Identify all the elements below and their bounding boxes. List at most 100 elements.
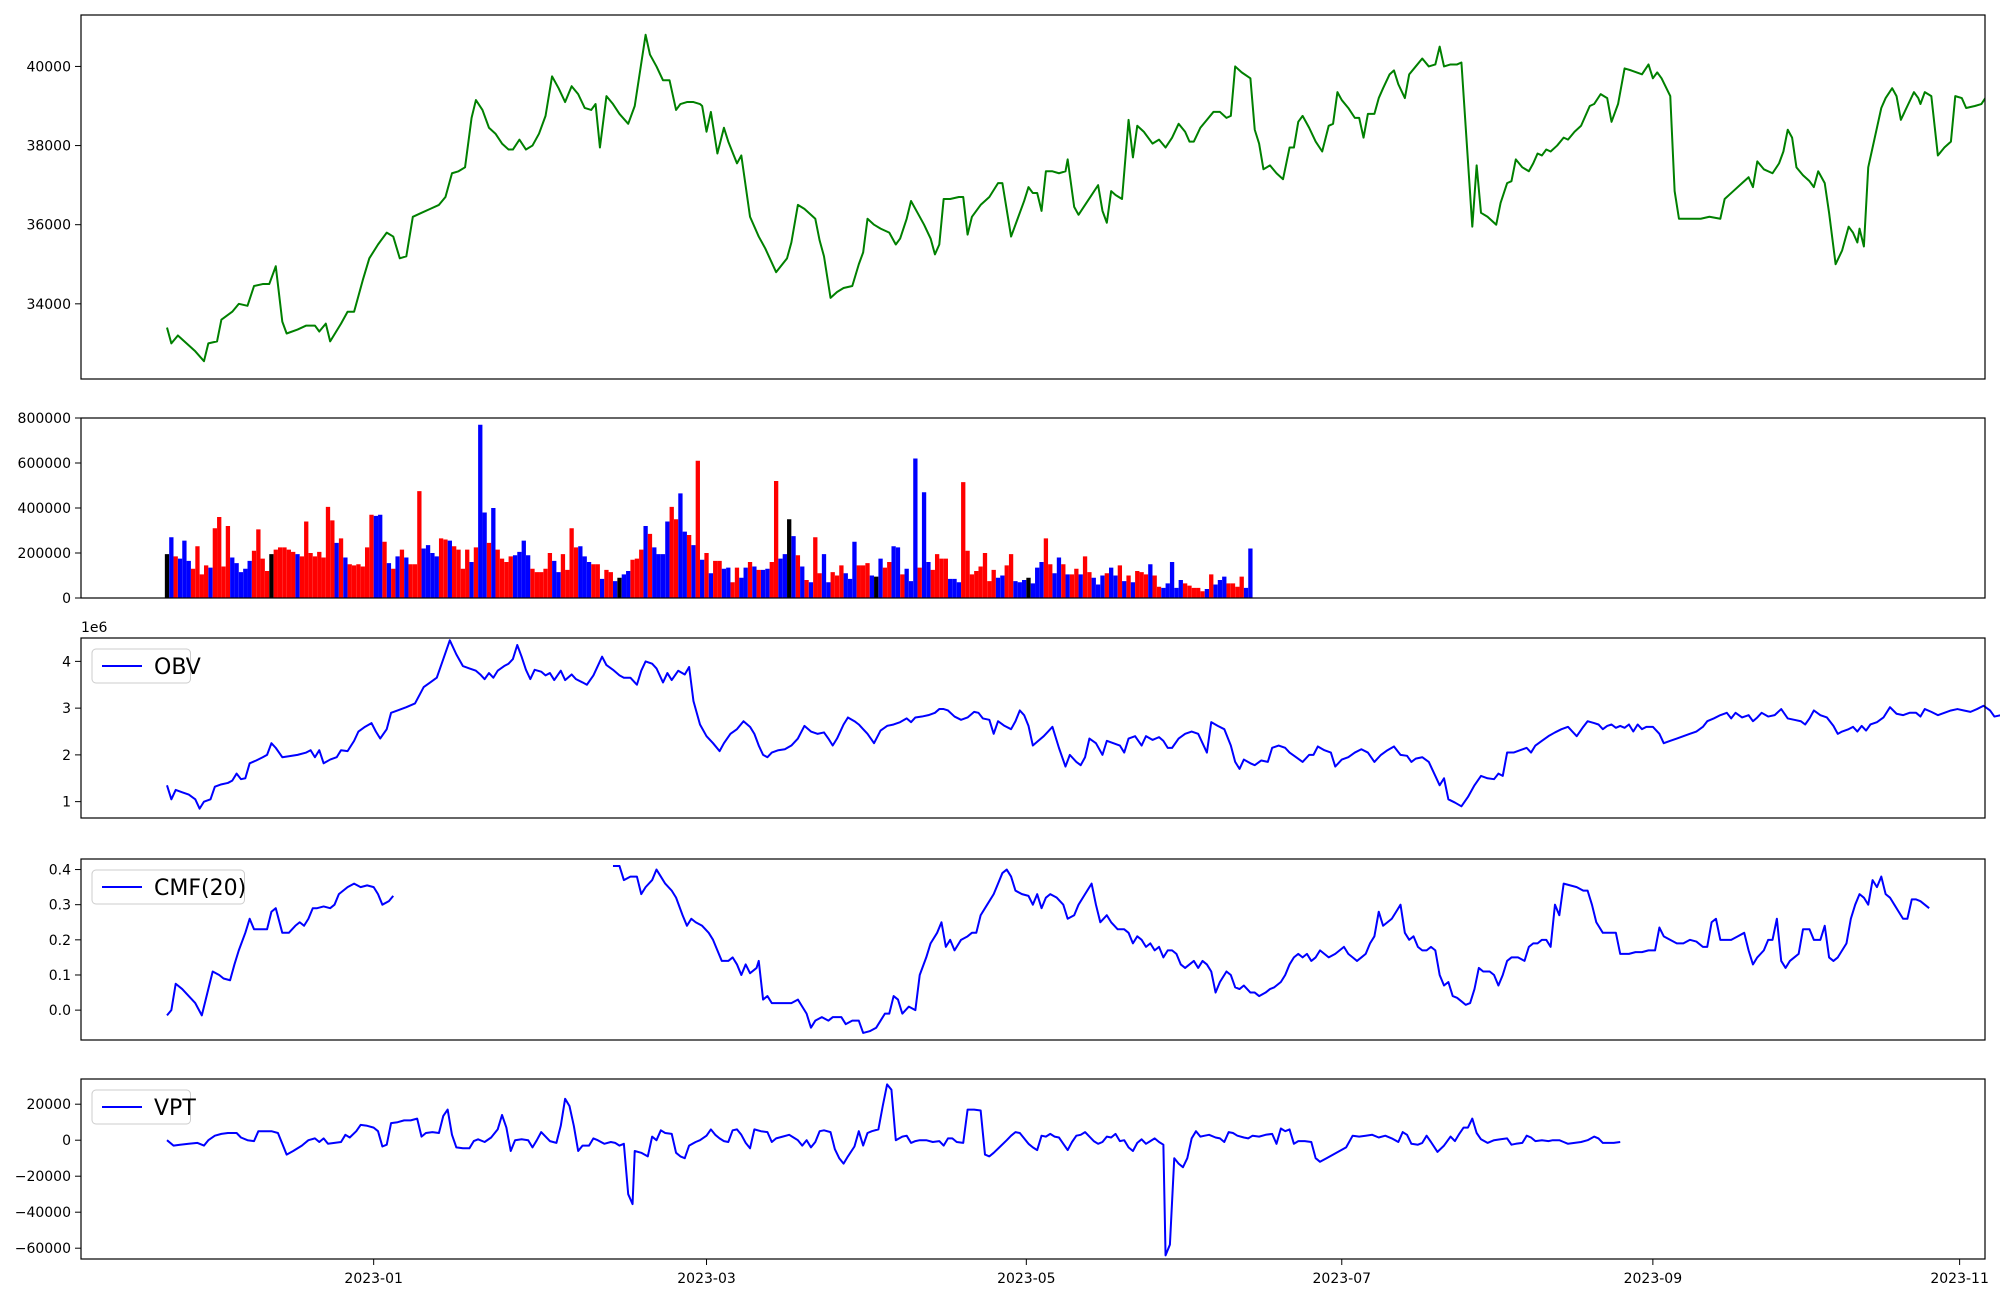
volume-bar [351, 565, 357, 599]
volume-bar [578, 546, 583, 598]
volume-bar [1122, 581, 1127, 599]
y-tick-label: 2 [62, 748, 71, 764]
volume-bar [782, 554, 787, 599]
volume-bar [917, 567, 922, 599]
volume-bar [613, 581, 618, 599]
vpt-line [166, 1083, 1621, 1257]
volume-bar [995, 577, 1001, 598]
volume-bar [452, 546, 457, 598]
volume-bar [399, 549, 405, 599]
y-tick-label: 0.1 [49, 968, 71, 984]
legend-label: VPT [154, 1096, 196, 1121]
volume-bar [1039, 562, 1044, 598]
volume-bar [869, 575, 875, 598]
volume-bar [325, 506, 331, 599]
volume-bar [177, 558, 183, 599]
volume-bar [1056, 557, 1062, 598]
y-tick-label: 4 [62, 654, 71, 670]
volume-bar [739, 577, 744, 598]
volume-bar [1109, 567, 1114, 599]
legend-label: CMF(20) [154, 876, 246, 901]
volume-bar [826, 582, 831, 598]
volume-bar [830, 572, 835, 599]
x-tick-label: 2023-05 [997, 1271, 1056, 1287]
legend-label: OBV [154, 655, 201, 680]
volume-bar [277, 547, 283, 599]
volume-bar [421, 548, 426, 598]
volume-bar [934, 554, 940, 599]
volume-bar [482, 512, 487, 598]
volume-bar [486, 542, 492, 599]
volume-bar [190, 568, 196, 598]
volume-bar [804, 580, 809, 598]
x-tick-label: 2023-07 [1313, 1271, 1372, 1287]
volume-bar [887, 562, 892, 598]
volume-bar [204, 565, 209, 599]
volume-bar [1196, 587, 1201, 599]
volume-bar [1152, 575, 1157, 598]
volume-bar [269, 554, 274, 599]
volume-bar [582, 556, 587, 599]
volume-bar [517, 551, 522, 599]
volume-bar [534, 572, 539, 599]
volume-bar [734, 567, 740, 599]
volume-bar [547, 553, 553, 598]
volume-bar [343, 557, 348, 598]
volume-bar [408, 564, 413, 598]
volume-bar [234, 563, 239, 599]
volume-bar [1239, 576, 1244, 599]
volume-bar [1209, 574, 1214, 599]
volume-bar [1135, 571, 1140, 598]
volume-bar [182, 540, 187, 599]
volume-bar [913, 458, 918, 598]
volume-bar [495, 549, 500, 599]
volume-bar [360, 566, 365, 598]
volume-bar [1143, 574, 1149, 599]
volume-bar [626, 571, 631, 598]
volume-bar [1061, 564, 1066, 598]
volume-bar [730, 582, 735, 598]
volume-bar [382, 541, 387, 598]
volume-bar [974, 571, 979, 598]
volume-bar [987, 581, 992, 599]
panels: 3400036000380004000002000004000006000008… [15, 14, 2000, 1287]
y-tick-label: 20000 [26, 1097, 71, 1113]
volume-bar [1222, 576, 1227, 599]
volume-bar [639, 549, 644, 599]
volume-bar [347, 564, 352, 598]
volume-bar [447, 540, 452, 599]
volume-bar [1165, 583, 1170, 599]
volume-bar [1156, 586, 1162, 598]
volume-bar [921, 492, 927, 598]
volume-bar [1078, 574, 1083, 599]
volume-bar [678, 493, 683, 599]
volume-bar [508, 556, 513, 599]
volume-bar [1065, 574, 1070, 599]
y-tick-label: 3 [62, 701, 71, 717]
volume-bar [552, 560, 557, 599]
volume-bar [752, 566, 757, 598]
volume-bar [1022, 580, 1027, 598]
volume-bar [726, 567, 731, 599]
volume-bar [1169, 562, 1175, 598]
volume-bar [599, 578, 605, 599]
volume-bar [243, 568, 248, 598]
volume-bar [569, 528, 574, 598]
volume-bar [395, 556, 400, 599]
volume-bar [543, 568, 548, 598]
volume-bar [386, 563, 392, 599]
obv-offset-label: 1e6 [81, 620, 108, 636]
volume-bar [473, 547, 479, 599]
volume-bar [939, 558, 944, 599]
volume-bar [304, 521, 309, 598]
volume-bar [847, 578, 853, 599]
volume-bar [800, 566, 805, 598]
volume-panel: 0 200000 400000 600000 800000 [18, 411, 1986, 607]
volume-bar [273, 549, 278, 599]
volume-bar [1226, 583, 1231, 599]
volume-bar [839, 565, 844, 599]
volume-bar [1248, 548, 1253, 598]
volume-bar [556, 572, 561, 599]
volume-bar [1230, 583, 1236, 599]
y-tick-label: 0.3 [49, 898, 71, 914]
